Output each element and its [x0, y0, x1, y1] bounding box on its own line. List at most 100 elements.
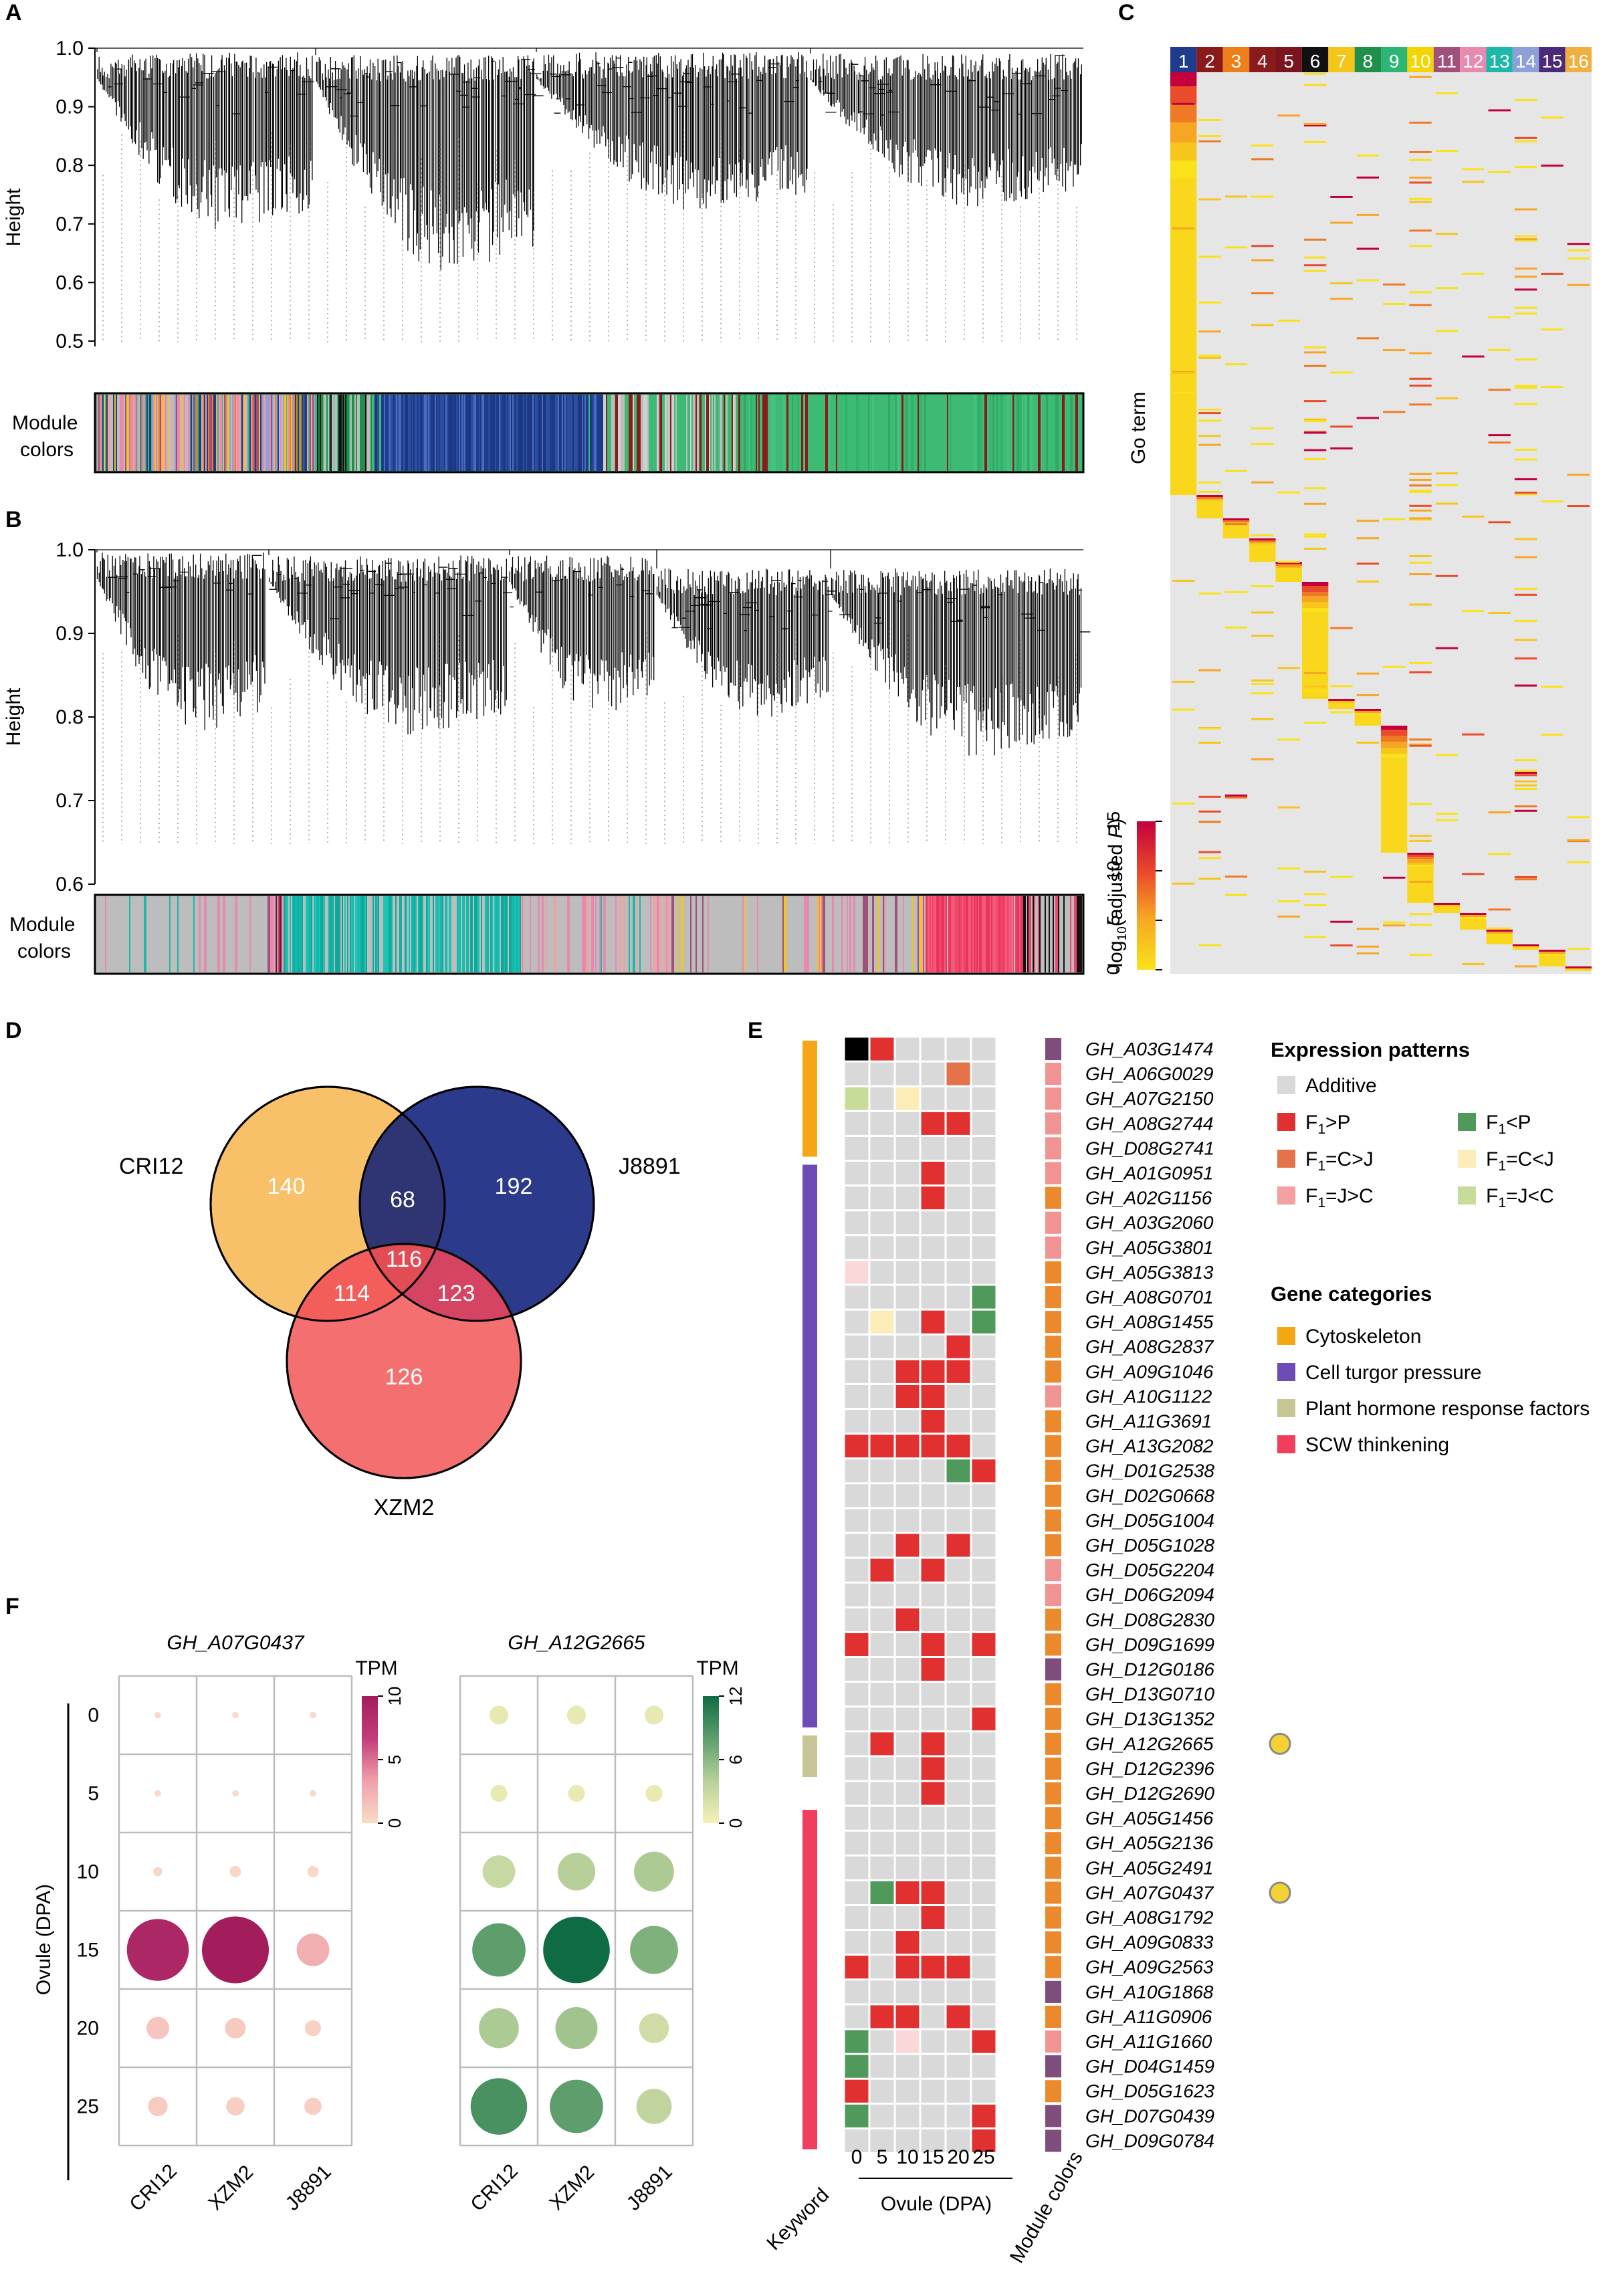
- panel-c-cell: [1409, 880, 1432, 883]
- panel-c-cell: [1303, 364, 1327, 367]
- panel-a-module-stripe: [1055, 395, 1057, 471]
- panel-c-cell: [1407, 865, 1434, 867]
- panel-a-module-stripe: [713, 395, 715, 471]
- panel-e-legend-swatch: [1458, 1186, 1476, 1205]
- panel-e-module-color: [1045, 2055, 1061, 2078]
- panel-a-module-stripe: [536, 395, 538, 471]
- panel-c-cell: [1462, 733, 1485, 736]
- panel-e-legend-cat-label: SCW thinkening: [1305, 1434, 1449, 1456]
- panel-e-module-color: [1045, 1757, 1061, 1780]
- panel-a-module-stripe: [792, 395, 793, 471]
- panel-b-ytick-tick-label: 0.7: [56, 790, 84, 812]
- panel-e-legend-cat-label: Cell turgor pressure: [1305, 1362, 1481, 1384]
- panel-b-module-stripe: [1004, 896, 1006, 972]
- venn-count-all: 116: [386, 1247, 422, 1272]
- panel-e-cell: [870, 1658, 894, 1681]
- panel-f-title: GH_A07G0437: [167, 1632, 304, 1654]
- panel-e-cell: [845, 1211, 869, 1235]
- panel-a-module-stripe: [992, 395, 994, 471]
- panel-c-cell: [1356, 247, 1379, 250]
- panel-a-module-stripe: [758, 395, 760, 471]
- panel-a-module-stripe: [366, 395, 368, 471]
- panel-c-cell: [1514, 759, 1537, 762]
- panel-a-module-stripe: [199, 395, 201, 471]
- panel-b-module-stripe: [613, 896, 614, 972]
- panel-b-module-stripe: [883, 896, 884, 972]
- panel-a-module-stripe: [1041, 395, 1042, 471]
- panel-e-cell: [870, 2030, 894, 2053]
- panel-c-cell: [1383, 302, 1406, 305]
- panel-b-module-stripe: [595, 896, 597, 972]
- panel-c-module-label: 12: [1463, 51, 1483, 72]
- panel-b-module-stripe: [912, 896, 914, 972]
- panel-a-module-stripe: [566, 395, 568, 471]
- panel-b-module-stripe: [966, 896, 967, 972]
- panel-a-module-stripe: [239, 395, 241, 471]
- panel-b-tree: [95, 549, 1091, 756]
- panel-c-cell: [1514, 136, 1537, 139]
- panel-b-module-stripe: [490, 896, 492, 972]
- panel-a-module-stripe: [445, 395, 447, 471]
- panel-c-cell: [1198, 198, 1221, 201]
- panel-c-cell: [1249, 542, 1276, 544]
- panel-b-module-stripe: [418, 896, 420, 972]
- panel-e-gene-label: GH_A08G1792: [1085, 1907, 1214, 1928]
- panel-e-cell: [972, 1435, 996, 1458]
- panel-f-bubble: [636, 2089, 672, 2124]
- panel-c-cell: [1514, 780, 1537, 782]
- panel-e-cell: [946, 1136, 970, 1160]
- panel-e-legend-label: F1=C>J: [1305, 1148, 1374, 1174]
- panel-e-cell: [972, 1633, 996, 1656]
- panel-b-module-stripe: [642, 896, 645, 972]
- panel-c-module-label: 4: [1257, 51, 1268, 72]
- panel-e-cell: [946, 1484, 970, 1507]
- panel-e-cell: [972, 1881, 996, 1904]
- panel-c-cell: [1488, 521, 1511, 524]
- panel-c-cell: [1198, 877, 1221, 880]
- panel-a-module-stripe: [484, 395, 486, 471]
- panel-a-module-stripe: [321, 395, 323, 471]
- panel-a-module-stripe: [586, 395, 588, 471]
- panel-c-cell: [1277, 565, 1300, 568]
- panel-c-cell: [1356, 279, 1379, 282]
- panel-e-gene-label: GH_D13G0710: [1085, 1684, 1214, 1705]
- panel-e-cell: [895, 1906, 920, 1929]
- panel-e-gene-label: GH_D06G2094: [1085, 1584, 1214, 1605]
- panel-b-module-stripe: [447, 896, 449, 972]
- panel-f-bubble: [555, 2007, 598, 2049]
- panel-c-cell: [1567, 948, 1590, 950]
- panel-c-cell: [1409, 159, 1432, 161]
- panel-c-cell: [1541, 328, 1564, 331]
- panel-b-module-stripe: [903, 896, 904, 972]
- panel-b-module-stripe: [1079, 896, 1082, 972]
- panel-b-module-stripe: [350, 896, 352, 972]
- panel-e-cell: [895, 1484, 920, 1507]
- panel-a-module-stripe: [328, 395, 329, 471]
- panel-b-module-stripe: [992, 896, 994, 972]
- panel-a-module-stripe: [428, 395, 429, 471]
- panel-b-module-stripe: [377, 896, 378, 972]
- panel-b-module-stripe: [346, 896, 347, 972]
- panel-b-module-stripe: [348, 896, 350, 972]
- panel-e-cell: [870, 1236, 894, 1259]
- panel-b-module-stripe: [1042, 896, 1044, 972]
- panel-e-module-color: [1045, 1336, 1061, 1358]
- panel-e-cell: [921, 1534, 945, 1557]
- panel-a-module-stripe: [128, 395, 129, 471]
- panel-e-module-color: [1045, 1807, 1061, 1830]
- panel-c-cell: [1567, 257, 1590, 259]
- panel-a-module-stripe: [627, 395, 629, 471]
- panel-label-b: B: [5, 507, 22, 532]
- panel-a-module-stripe: [918, 395, 920, 471]
- panel-e-cell: [845, 1087, 869, 1110]
- panel-c-cell: [1170, 156, 1197, 159]
- panel-a-module-stripe: [1046, 395, 1048, 471]
- panel-a-module-stripe: [901, 395, 903, 471]
- panel-c-cell: [1435, 287, 1459, 290]
- panel-e-cell: [870, 1037, 894, 1061]
- panel-c-cell: [1409, 377, 1432, 380]
- panel-b-module-stripe: [661, 896, 663, 972]
- panel-a-module-stripe: [659, 395, 662, 471]
- panel-e-cell: [895, 1087, 920, 1110]
- panel-f-bubble: [202, 1916, 269, 1984]
